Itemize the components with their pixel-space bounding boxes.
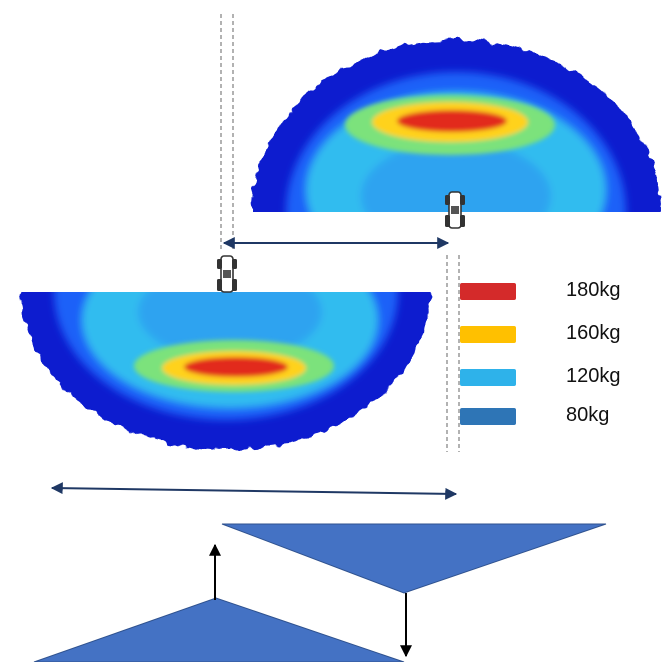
legend-label-180: 180kg <box>566 279 621 301</box>
legend-item-80: 80kg <box>458 404 671 429</box>
legend-label-160: 160kg <box>566 322 621 344</box>
spread-pattern-top <box>251 40 661 212</box>
spread-width-arrow <box>50 482 458 500</box>
tractor-icon <box>445 191 465 229</box>
legend-swatch-180 <box>460 283 516 300</box>
legend-item-120: 120kg <box>458 365 671 390</box>
legend-swatch-80 <box>460 408 516 425</box>
heat-ring-red <box>184 357 288 377</box>
legend-item-160: 160kg <box>458 322 671 347</box>
guide-lines <box>220 14 460 452</box>
upright-triangle <box>33 597 405 662</box>
heat-ring-red <box>397 110 507 132</box>
heat-ring-blue-inner <box>361 141 551 212</box>
legend-swatch-160 <box>460 326 516 343</box>
legend-item-180: 180kg <box>458 279 671 304</box>
legend-label-80: 80kg <box>566 404 610 426</box>
inverted-triangle <box>221 523 607 594</box>
tractor-icon <box>217 255 237 293</box>
legend-label-120: 120kg <box>566 365 621 387</box>
legend-swatch-120 <box>460 369 516 386</box>
spread-pattern-bottom <box>21 292 431 450</box>
